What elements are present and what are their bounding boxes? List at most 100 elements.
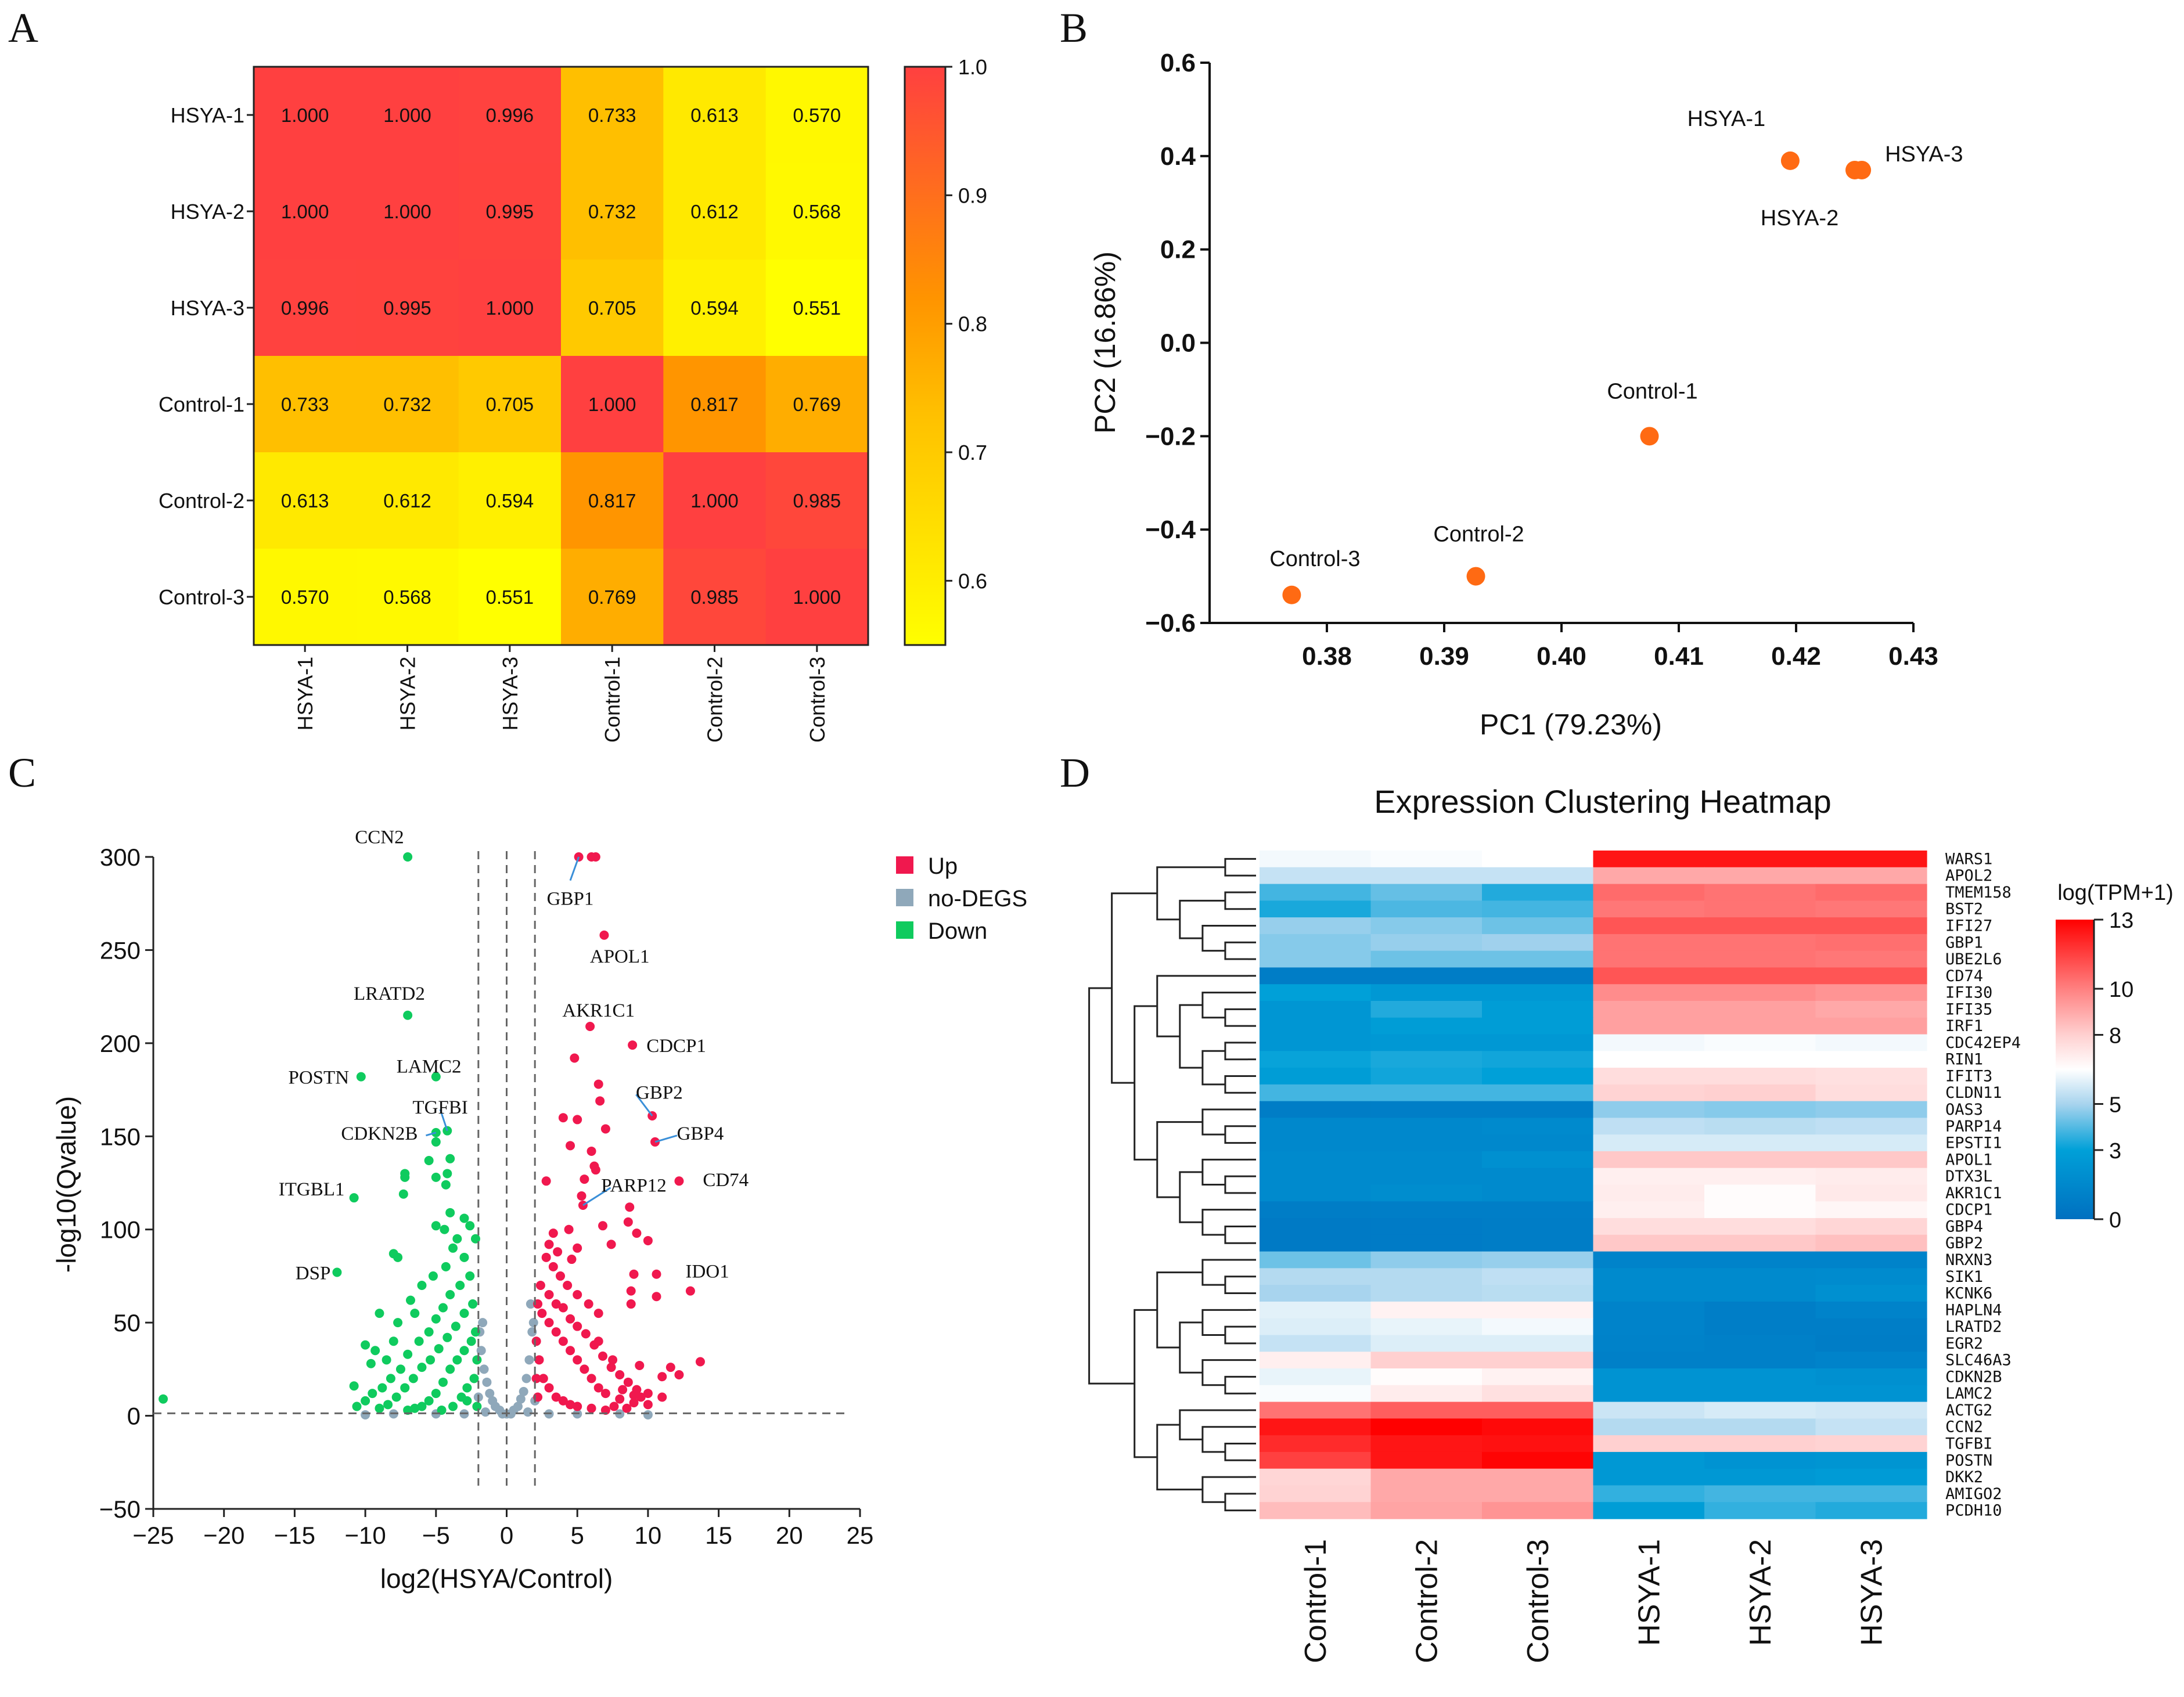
volcano-point <box>424 1396 434 1406</box>
point-label: CDCP1 <box>646 1036 706 1057</box>
x-tick-label: −25 <box>132 1522 174 1549</box>
volcano-point <box>573 1321 582 1331</box>
gene-label: SIK1 <box>1945 1268 1983 1286</box>
heatmap-cell <box>356 260 459 356</box>
row-label: Control-1 <box>159 392 244 416</box>
colorbar-tick-label: 0.6 <box>958 569 987 593</box>
heatmap-cell <box>1482 1335 1594 1352</box>
y-tick-label: 300 <box>100 844 141 871</box>
heatmap-cell <box>254 67 357 164</box>
volcano-point <box>587 1146 596 1156</box>
volcano-point <box>618 1385 628 1395</box>
volcano-point <box>442 1169 452 1179</box>
heatmap-cell <box>1260 1285 1372 1302</box>
volcano-point <box>469 1374 479 1383</box>
volcano-point <box>632 1228 642 1238</box>
cell-value: 0.551 <box>486 586 534 608</box>
volcano-point <box>643 1389 653 1399</box>
heatmap-cell <box>1815 1418 1927 1436</box>
volcano-point <box>566 1346 575 1356</box>
heatmap-cell <box>1593 950 1705 968</box>
volcano-point <box>587 1403 596 1413</box>
heatmap-cell <box>1260 1268 1372 1285</box>
heatmap-cell <box>1370 1485 1483 1503</box>
heatmap-cell <box>1482 1251 1594 1269</box>
heatmap-cell <box>1370 1418 1483 1436</box>
heatmap-cell <box>1260 1017 1372 1035</box>
heatmap-cell <box>1704 967 1816 985</box>
volcano-point <box>551 1327 561 1337</box>
column-label: HSYA-3 <box>498 657 522 730</box>
cell-value: 0.612 <box>383 490 431 511</box>
row-label: Control-2 <box>159 489 244 513</box>
gene-label: POSTN <box>1945 1451 1992 1469</box>
column-label: HSYA-2 <box>1744 1539 1778 1646</box>
colorbar-title: log(TPM+1) <box>2057 881 2174 905</box>
heatmap-cell <box>1593 1502 1705 1519</box>
cell-value: 0.568 <box>383 586 431 608</box>
heatmap-cell <box>1704 1101 1816 1118</box>
volcano-point <box>480 1407 490 1417</box>
heatmap-cell <box>1370 1468 1483 1486</box>
heatmap-cell <box>1260 884 1372 901</box>
heatmap-cell <box>356 67 459 164</box>
heatmap-cell <box>1815 934 1927 952</box>
colorbar <box>2056 920 2094 1219</box>
heatmap-cell <box>1260 1118 1372 1135</box>
dendrogram-branch <box>1224 1443 1248 1461</box>
heatmap-cell <box>1260 1251 1372 1269</box>
volcano-point <box>564 1224 574 1234</box>
volcano-point <box>643 1400 653 1410</box>
cell-value: 0.995 <box>383 297 431 319</box>
colorbar-tick-label: 5 <box>2109 1093 2121 1118</box>
heatmap-cell <box>1593 1151 1705 1169</box>
point-label: DSP <box>296 1263 331 1284</box>
heatmap-cell <box>1704 1134 1816 1152</box>
volcano-point <box>400 1172 410 1182</box>
leader-line <box>635 1094 653 1116</box>
heatmap-cell <box>1260 1151 1372 1169</box>
legend-swatch <box>896 921 913 939</box>
volcano-point <box>573 1290 582 1300</box>
row-label: HSYA-3 <box>171 296 244 320</box>
heatmap-cell <box>765 356 869 453</box>
cell-value: 0.996 <box>486 105 534 126</box>
volcano-point <box>598 1221 608 1231</box>
heatmap-cell <box>1370 1451 1483 1469</box>
volcano-point <box>643 1410 653 1419</box>
heatmap-cell <box>1593 1251 1705 1269</box>
volcano-point <box>470 1234 480 1244</box>
volcano-point <box>544 1383 554 1393</box>
volcano-point <box>566 1141 575 1151</box>
volcano-point <box>405 1295 415 1305</box>
column-label: HSYA-1 <box>1632 1539 1666 1646</box>
dendrogram-branch <box>1224 1008 1248 1027</box>
labeled-point <box>685 1286 695 1296</box>
x-tick-label: −5 <box>422 1522 450 1549</box>
volcano-point <box>580 1364 589 1374</box>
dendrogram-branch <box>1179 1171 1203 1223</box>
cell-value: 1.000 <box>281 201 329 222</box>
column-label: HSYA-2 <box>396 657 420 730</box>
heatmap-cell <box>1815 1118 1927 1135</box>
heatmap-cell <box>1704 984 1816 1001</box>
volcano-point <box>531 1336 541 1346</box>
heatmap-cell <box>1370 984 1483 1001</box>
colorbar-tick-label: 0.7 <box>958 441 987 464</box>
heatmap-cell <box>1370 900 1483 918</box>
heatmap-cell <box>1815 1468 1927 1486</box>
heatmap-cell <box>1815 1184 1927 1202</box>
heatmap-cell <box>1704 1251 1816 1269</box>
dendrogram-branch <box>1224 1125 1248 1144</box>
volcano-xlabel: log2(HSYA/Control) <box>380 1563 613 1594</box>
volcano-point <box>573 1401 582 1411</box>
volcano-point <box>459 1346 469 1356</box>
heatmap-cell <box>458 549 562 646</box>
heatmap-cell <box>1260 984 1372 1001</box>
volcano-point <box>623 1377 633 1387</box>
heatmap-cell <box>1482 1352 1594 1369</box>
heatmap-cell <box>1260 1352 1372 1369</box>
pca-point <box>1780 151 1800 170</box>
gene-label: CD74 <box>1945 967 1983 985</box>
heatmap-cell <box>1593 1134 1705 1152</box>
